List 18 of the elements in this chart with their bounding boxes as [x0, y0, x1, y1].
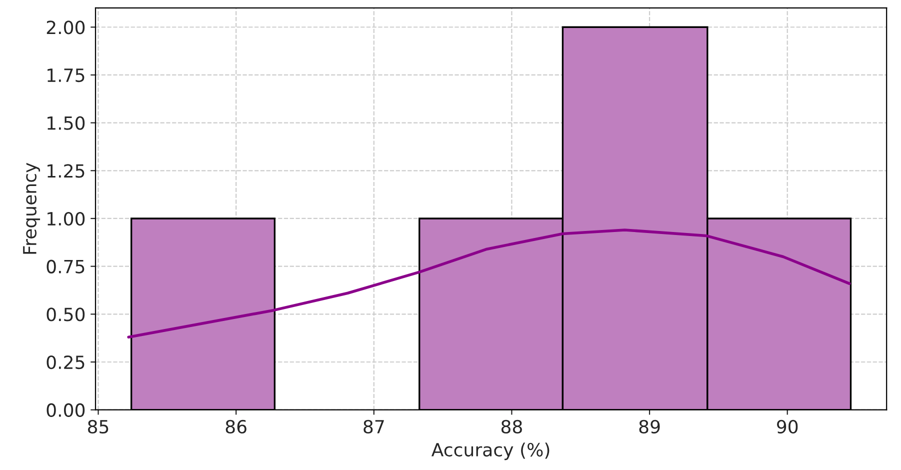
x-tick-label: 85: [88, 420, 108, 434]
y-tick-label: 2.00: [46, 20, 85, 34]
y-tick-label: 1.00: [48, 212, 85, 226]
x-tick-label: 86: [226, 420, 246, 434]
y-tick-label: 0.00: [46, 403, 85, 417]
x-axis-title: Accuracy (%): [431, 442, 550, 460]
y-tick-label: 0.25: [46, 355, 84, 370]
x-tick-label: 88: [501, 420, 522, 434]
y-tick-label: 0.50: [46, 308, 85, 322]
y-tick-label: 0.75: [46, 260, 84, 274]
x-tick-label: 87: [364, 420, 384, 434]
x-tick-label: 90: [777, 420, 798, 434]
y-tick-label: 1.25: [48, 164, 84, 178]
line-series: [127, 228, 851, 339]
x-tick-label: 89: [639, 420, 660, 434]
y-axis-title: Frequency: [23, 162, 40, 254]
y-tick-label: 1.50: [48, 116, 85, 130]
y-tick-label: 1.75: [48, 68, 84, 82]
